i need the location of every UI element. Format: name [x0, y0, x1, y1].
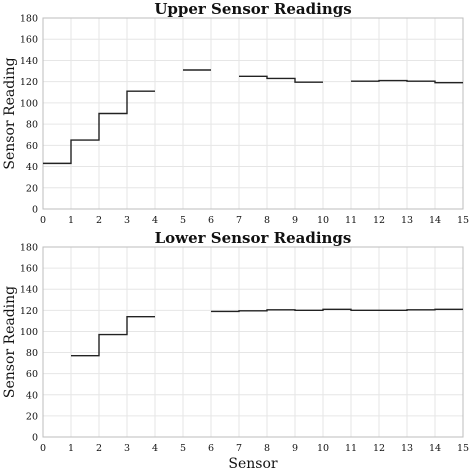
chart-1-x-tick-label: 11: [345, 215, 357, 226]
chart-2-x-tick-label: 5: [180, 443, 186, 454]
chart-2-x-tick-label: 7: [236, 443, 242, 454]
chart-1-y-tick-label: 120: [20, 77, 38, 88]
chart-1-y-tick-label: 100: [20, 98, 38, 109]
chart-2-y-tick-label: 0: [32, 433, 38, 444]
chart-1-x-tick-label: 7: [236, 215, 242, 226]
chart-1-x-tick-label: 10: [317, 215, 329, 226]
chart-1-y-tick-label: 180: [20, 14, 38, 25]
chart-2-x-tick-label: 12: [373, 443, 385, 454]
chart-2-y-tick-label: 80: [26, 348, 38, 359]
chart-2-y-tick-label: 60: [26, 369, 38, 380]
chart-2-y-tick-label: 20: [26, 411, 38, 422]
chart-1-x-tick-label: 8: [264, 215, 270, 226]
chart-2-x-tick-label: 11: [345, 443, 357, 454]
chart-2-x-tick-label: 10: [317, 443, 329, 454]
chart-2-title: Lower Sensor Readings: [155, 229, 352, 247]
chart-1-step-segment-3: [239, 75, 323, 83]
chart-1-x-tick-label: 3: [124, 215, 130, 226]
chart-2-x-tick-label: 4: [152, 443, 158, 454]
chart-2-x-tick-label: 15: [457, 443, 469, 454]
chart-2-x-tick-label: 6: [208, 443, 214, 454]
chart-2-y-tick-label: 180: [20, 243, 38, 254]
chart-1-y-tick-label: 160: [20, 35, 38, 46]
chart-2-x-tick-label: 0: [40, 443, 46, 454]
chart-2-step-segment-1: [71, 315, 155, 357]
chart-1-title: Upper Sensor Readings: [154, 0, 351, 18]
chart-1-x-tick-label: 12: [373, 215, 385, 226]
chart-1-y-tick-label: 80: [26, 120, 38, 131]
chart-2-x-tick-label: 9: [292, 443, 298, 454]
chart-2-x-tick-label: 3: [124, 443, 130, 454]
chart-1-y-tick-label: 20: [26, 183, 38, 194]
chart-1-x-tick-label: 6: [208, 215, 214, 226]
chart-1-x-tick-label: 15: [457, 215, 469, 226]
chart-2-step-segment-2: [211, 308, 463, 313]
chart-2-y-tick-label: 160: [20, 264, 38, 275]
chart-2-x-tick-label: 13: [401, 443, 413, 454]
chart-2-x-tick-label: 2: [96, 443, 102, 454]
chart-2-x-tick-label: 14: [429, 443, 441, 454]
chart-2-y-tick-label: 140: [20, 285, 38, 296]
chart-2-y-axis-label: Sensor Reading: [2, 286, 18, 398]
chart-1-x-tick-label: 14: [429, 215, 441, 226]
chart-1-x-tick-label: 5: [180, 215, 186, 226]
chart-2-x-tick-label: 8: [264, 443, 270, 454]
chart-1-step-segment-4: [351, 79, 463, 84]
chart-1-y-tick-label: 0: [32, 205, 38, 216]
chart-1-y-tick-label: 40: [26, 162, 38, 173]
chart-2-plot-frame: [42, 246, 464, 438]
chart-2-x-axis-label: Sensor: [228, 456, 278, 472]
chart-1-y-tick-label: 140: [20, 56, 38, 67]
chart-1-x-tick-label: 2: [96, 215, 102, 226]
chart-1-plot-frame: [42, 17, 464, 210]
chart-2-y-tick-label: 100: [20, 327, 38, 338]
chart-1-x-tick-label: 9: [292, 215, 298, 226]
chart-1-x-tick-label: 13: [401, 215, 413, 226]
chart-1-x-tick-label: 0: [40, 215, 46, 226]
chart-2-y-tick-label: 120: [20, 306, 38, 317]
chart-1-x-tick-label: 1: [68, 215, 74, 226]
chart-1-x-tick-label: 4: [152, 215, 158, 226]
chart-1-y-tick-label: 60: [26, 141, 38, 152]
chart-2-y-tick-label: 40: [26, 390, 38, 401]
chart-1-y-axis-label: Sensor Reading: [2, 57, 18, 169]
chart-1-step-segment-1: [43, 90, 155, 165]
chart-2-x-tick-label: 1: [68, 443, 74, 454]
